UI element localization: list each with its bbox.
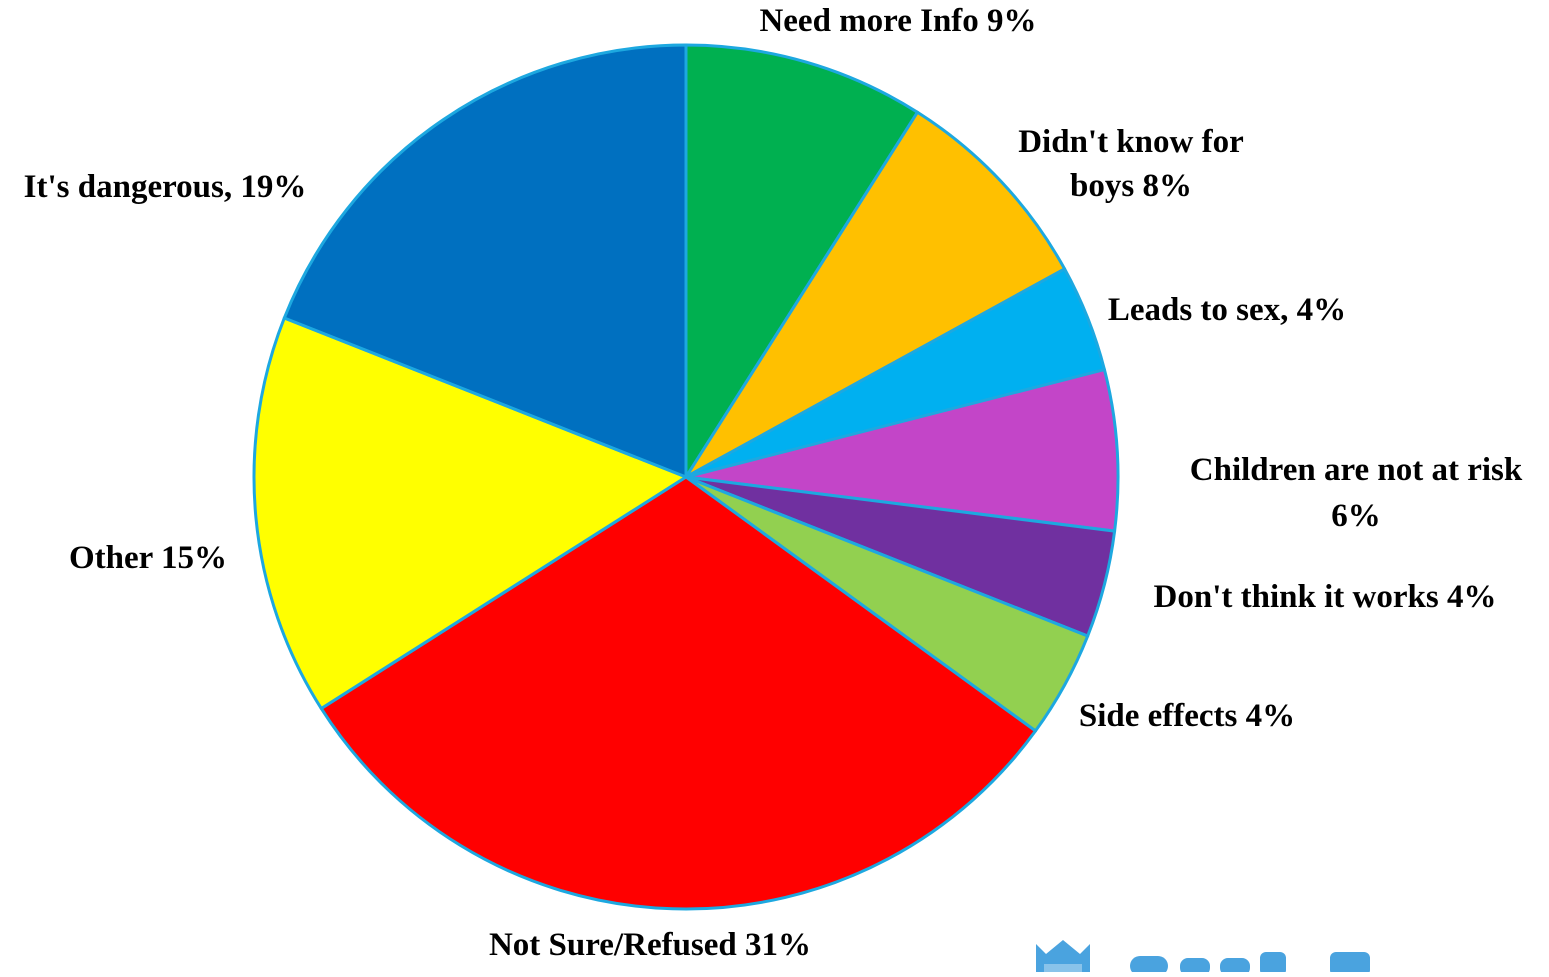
pie-slice-it-s-dangerous (282, 43, 688, 479)
label-other: Other 15% (69, 540, 227, 576)
label-didnt-know-for-boys-line2: boys 8% (1070, 168, 1192, 204)
label-its-dangerous: It's dangerous, 19% (24, 169, 307, 205)
label-not-sure-refused: Not Sure/Refused 31% (489, 927, 811, 963)
bookmark-logo-icon (1036, 940, 1370, 972)
label-side-effects: Side effects 4% (1079, 698, 1295, 734)
slice-labels: Need more Info 9% Didn't know for boys 8… (24, 3, 1523, 963)
label-didnt-know-for-boys-line1: Didn't know for (1018, 124, 1244, 160)
logo (1030, 936, 1549, 972)
label-children-not-at-risk-line2: 6% (1331, 498, 1381, 534)
label-dont-think-it-works: Don't think it works 4% (1154, 579, 1497, 615)
label-need-more-info: Need more Info 9% (759, 3, 1036, 39)
label-children-not-at-risk-line1: Children are not at risk (1190, 452, 1523, 488)
pie-slice-not-sure-refused (319, 475, 1037, 911)
pie-slice-other (252, 316, 688, 710)
pie-slice-didn-t-know-for-boys (684, 110, 1067, 479)
pie-slices (252, 43, 1120, 911)
pie-slice-children-are-not-at-risk (684, 368, 1120, 533)
pie-slice-need-more-info (684, 43, 919, 479)
label-leads-to-sex: Leads to sex, 4% (1108, 292, 1346, 328)
